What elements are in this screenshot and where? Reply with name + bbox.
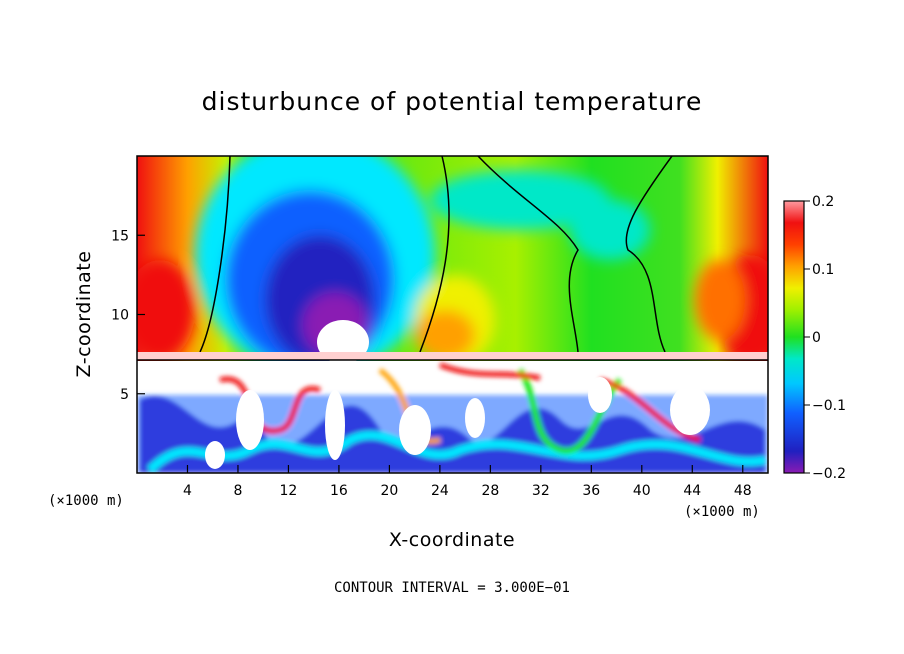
colorbar-tick-label: −0.1 (812, 398, 846, 414)
x-tick-label: 4 (183, 483, 192, 499)
y-tick-label: 10 (111, 308, 129, 324)
heatmap-field (137, 156, 768, 473)
contour-interval-note: CONTOUR INTERVAL = 3.000E−01 (334, 580, 570, 596)
contour-line (199, 156, 231, 353)
x-tick-label: 12 (280, 483, 298, 499)
contour-line (625, 156, 673, 353)
y-tick-label: 5 (120, 387, 129, 403)
lower-white-regions (205, 377, 710, 469)
x-tick-label: 8 (233, 483, 242, 499)
x-tick-label: 36 (582, 483, 600, 499)
boundary-band (137, 352, 768, 360)
chart-title: disturbunce of potential temperature (202, 87, 703, 116)
x-unit-left: (×1000 m) (48, 493, 124, 509)
x-tick-label: 28 (481, 483, 499, 499)
x-tick-label: 48 (734, 483, 752, 499)
colorbar (784, 201, 804, 473)
contour-line (477, 156, 579, 353)
x-tick-label: 32 (532, 483, 550, 499)
colorbar-tick-label: 0 (812, 330, 821, 346)
x-axis-ticks: 4 8 12 16 20 24 28 32 36 40 44 48 (183, 465, 752, 499)
x-tick-label: 44 (683, 483, 701, 499)
y-axis-ticks: 5 10 15 (111, 228, 145, 403)
colorbar-ticks: 0.2 0.1 0 −0.1 −0.2 (804, 194, 846, 482)
x-tick-label: 40 (633, 483, 651, 499)
colorbar-tick-label: 0.1 (812, 262, 834, 278)
colorbar-tick-label: 0.2 (812, 194, 834, 210)
y-axis-label: Z-coordinate (73, 251, 95, 378)
y-tick-label: 15 (111, 228, 129, 244)
x-tick-label: 24 (431, 483, 449, 499)
x-unit-right: (×1000 m) (684, 504, 760, 520)
x-axis-label: X-coordinate (389, 529, 515, 551)
colorbar-tick-label: −0.2 (812, 466, 846, 482)
x-tick-label: 20 (380, 483, 398, 499)
contour-line (419, 156, 450, 353)
x-tick-label: 16 (330, 483, 348, 499)
